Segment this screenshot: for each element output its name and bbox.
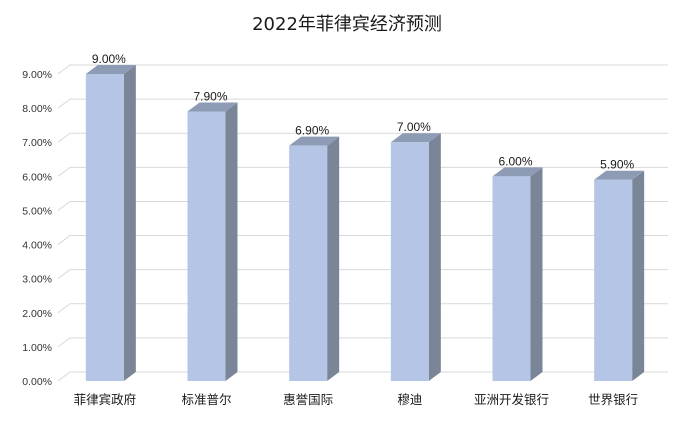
chart-title: 2022年菲律宾经济预测 bbox=[252, 14, 442, 35]
bar-top bbox=[492, 167, 543, 177]
gridline bbox=[57, 303, 668, 314]
bar-front bbox=[85, 74, 124, 381]
y-tick-label: 9.00% bbox=[22, 69, 52, 81]
data-label: 7.90% bbox=[193, 90, 227, 104]
x-category-label: 世界银行 bbox=[588, 392, 638, 407]
bar bbox=[390, 133, 441, 381]
y-tick-label: 0.00% bbox=[22, 376, 52, 388]
data-label: 5.90% bbox=[600, 158, 634, 172]
bar-side bbox=[327, 136, 340, 381]
bar bbox=[85, 65, 136, 381]
bar-top bbox=[85, 65, 136, 74]
bar-front bbox=[390, 142, 429, 381]
bar-front bbox=[187, 111, 226, 382]
bar-front bbox=[492, 176, 531, 381]
gridline bbox=[57, 200, 668, 211]
y-tick-label: 5.00% bbox=[22, 205, 52, 217]
gridline bbox=[57, 166, 668, 177]
gridline bbox=[57, 235, 668, 245]
gridline bbox=[57, 269, 668, 280]
y-tick-label: 3.00% bbox=[22, 274, 52, 286]
x-category-label: 亚洲开发银行 bbox=[474, 392, 549, 407]
bar bbox=[594, 170, 645, 381]
y-axis-ticks: 0.00% 1.00% 2.00% 3.00% 4.00% 5.00% 6.00% 7.00%… bbox=[22, 69, 52, 388]
bar-top bbox=[594, 170, 645, 180]
grid-lines bbox=[57, 64, 668, 382]
gridline bbox=[57, 337, 668, 348]
y-tick-label: 2.00% bbox=[22, 308, 52, 320]
bar-front bbox=[594, 179, 633, 381]
y-tick-label: 4.00% bbox=[22, 240, 52, 252]
bar-top bbox=[289, 136, 340, 146]
data-label: 6.00% bbox=[498, 154, 532, 168]
bar-top bbox=[187, 102, 238, 112]
y-tick-label: 6.00% bbox=[22, 171, 52, 183]
y-tick-label: 8.00% bbox=[22, 103, 52, 115]
data-label: 6.90% bbox=[295, 124, 329, 138]
y-tick-label: 1.00% bbox=[22, 342, 52, 354]
gridline bbox=[57, 132, 668, 143]
data-labels: 9.00% 7.90% 6.90% 7.00% 6.00% 5.90% bbox=[92, 52, 635, 172]
bar bbox=[492, 167, 543, 381]
gridline bbox=[57, 98, 668, 109]
bar-side bbox=[530, 167, 543, 381]
x-axis-categories: 菲律宾政府 标准普尔 惠誉国际 穆迪 亚洲开发银行 世界银行 bbox=[74, 392, 639, 407]
x-category-label: 惠誉国际 bbox=[283, 392, 333, 407]
y-tick-label: 7.00% bbox=[22, 137, 52, 149]
bar bbox=[289, 136, 340, 381]
x-category-label: 标准普尔 bbox=[181, 392, 231, 407]
bar-top bbox=[390, 133, 441, 143]
bar-side bbox=[632, 170, 645, 381]
bar-front bbox=[289, 145, 328, 381]
bars bbox=[85, 65, 645, 382]
bar-side bbox=[428, 133, 441, 381]
data-label: 9.00% bbox=[92, 52, 126, 66]
bar-side bbox=[123, 65, 136, 381]
gridline bbox=[57, 371, 668, 382]
x-category-label: 穆迪 bbox=[397, 392, 422, 407]
x-category-label: 菲律宾政府 bbox=[74, 392, 137, 407]
bar bbox=[187, 102, 238, 382]
gridline bbox=[57, 64, 668, 75]
bar-side bbox=[225, 102, 238, 382]
data-label: 7.00% bbox=[397, 120, 431, 134]
